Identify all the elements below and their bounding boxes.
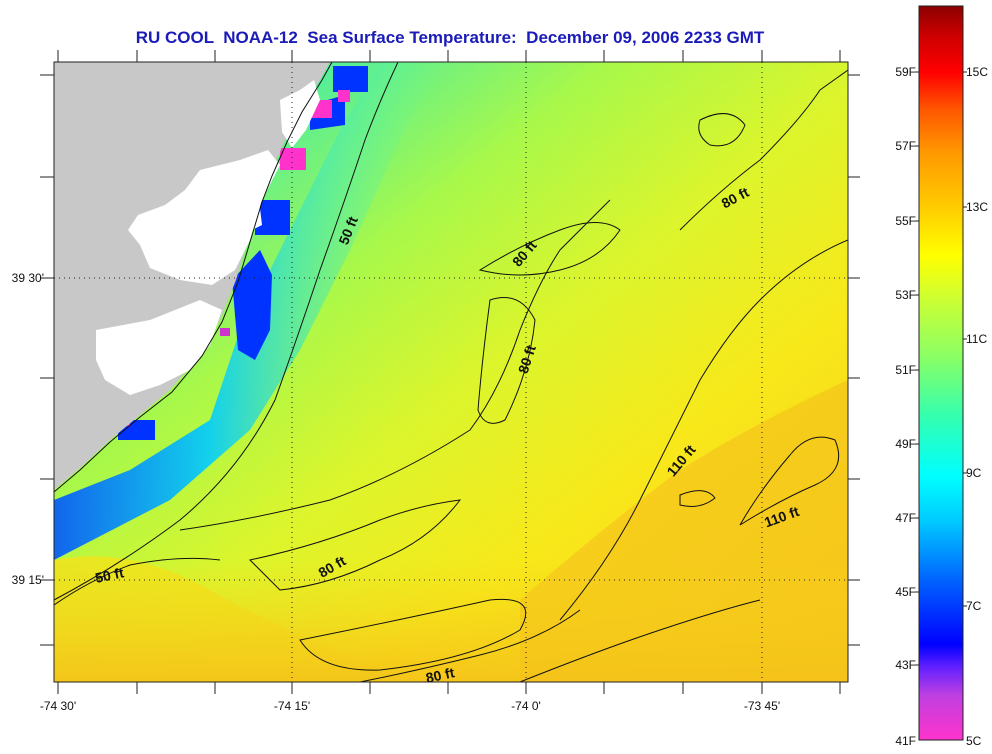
plot-frame	[53, 61, 849, 683]
contour-110ft-south	[519, 599, 761, 682]
contour-80ft-loop-1	[478, 222, 621, 276]
ytick-label-39-30: 39 30'	[11, 271, 44, 285]
colorbar-ticks	[915, 71, 967, 666]
cbar-label-15c: 15C	[966, 65, 989, 79]
cloud-mask-4	[230, 192, 262, 232]
cbar-label-9c: 9C	[966, 466, 982, 480]
contour-label-80ft-e: 80 ft	[424, 664, 456, 686]
contour-50ft-north	[54, 62, 399, 601]
contour-80ft-loop-4	[299, 598, 527, 671]
contour-110ft-islet	[679, 490, 716, 507]
cbar-label-47f: 47F	[895, 511, 916, 525]
axis-ticks	[40, 50, 860, 694]
grid-lines	[54, 62, 848, 682]
cbar-label-51f: 51F	[895, 363, 916, 377]
ytick-label-39-15: 39 15'	[11, 573, 44, 587]
contour-80ft-south	[359, 609, 581, 682]
contour-50ft-south	[54, 557, 221, 606]
cbar-label-41f: 41F	[895, 734, 916, 748]
coastline	[54, 62, 333, 493]
contour-80ft-islet	[698, 113, 746, 147]
contour-80ft-loop-3	[248, 499, 462, 591]
cbar-label-7c: 7C	[966, 599, 982, 613]
cbar-label-59f: 59F	[895, 65, 916, 79]
map-title: RU COOL NOAA-12 Sea Surface Temperature:…	[135, 28, 765, 47]
xtick-label-74-00: -74 0'	[511, 699, 541, 713]
cbar-label-53f: 53F	[895, 288, 916, 302]
contour-label-50ft-south: 50 ft	[94, 564, 126, 586]
cold-pixels-3	[255, 200, 290, 235]
cbar-label-13c: 13C	[966, 200, 989, 214]
cbar-label-11c: 11C	[966, 332, 988, 346]
xtick-label-73-45: -73 45'	[743, 699, 781, 713]
cold-pixels-5	[333, 66, 368, 92]
cbar-label-55f: 55F	[895, 214, 916, 228]
xtick-label-74-15: -74 15'	[273, 699, 311, 713]
cloud-mask-2	[280, 80, 320, 148]
cbar-label-5c: 5C	[966, 734, 982, 748]
magenta-pixels-1	[280, 148, 306, 170]
cbar-label-49f: 49F	[895, 437, 916, 451]
contour-80ft-loop-2	[477, 297, 536, 424]
cloud-mask-3	[96, 300, 222, 395]
contour-110ft-2	[739, 436, 840, 526]
contour-110ft-1	[559, 239, 848, 621]
xtick-label-74-30: -74 30'	[39, 699, 77, 713]
nearshore-cold-band	[54, 62, 440, 560]
cbar-label-43f: 43F	[895, 658, 916, 672]
magenta-pixels-5	[220, 328, 230, 336]
contour-80ft-north	[679, 69, 848, 231]
plot-area	[54, 62, 848, 682]
magenta-pixels-3	[338, 90, 350, 102]
colorbar	[918, 5, 964, 741]
cold-pixels-1	[232, 250, 272, 360]
cbar-label-45f: 45F	[895, 585, 916, 599]
cbar-label-57f: 57F	[895, 139, 916, 153]
cloud-mask-1	[128, 150, 280, 285]
